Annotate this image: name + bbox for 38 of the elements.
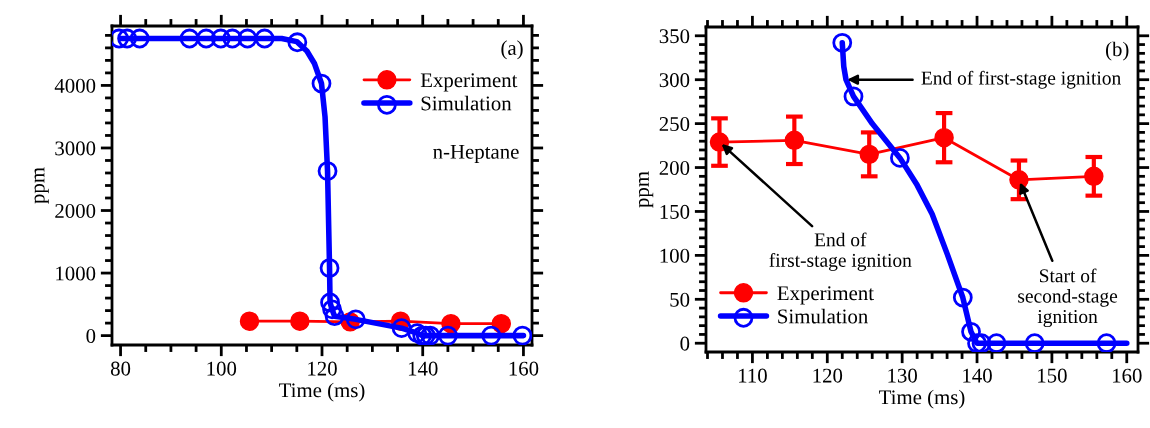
- legend-label: Simulation: [778, 308, 868, 324]
- y-axis-title: ppm: [638, 171, 654, 208]
- y-tick-label: 350: [659, 29, 690, 44]
- x-tick-label: 130: [888, 368, 917, 383]
- y-tick-label: 300: [659, 73, 690, 88]
- x-axis-title: Time (ms): [279, 382, 365, 402]
- y-tick-label: 50: [670, 292, 690, 307]
- y-tick-label: 100: [660, 248, 690, 263]
- x-tick-label: 160: [509, 361, 539, 376]
- legend-label: Simulation: [421, 95, 512, 111]
- y-tick-label: 3000: [55, 141, 96, 156]
- y-tick-label: 4000: [54, 78, 96, 93]
- legend-label: Experiment: [420, 73, 518, 92]
- x-tick-label: 120: [813, 368, 843, 383]
- x-axis-title: Time (ms): [879, 389, 965, 409]
- annotation: End of first-stage ignition: [921, 70, 1121, 89]
- x-tick-label: 120: [308, 361, 337, 376]
- y-tick-label: 0: [86, 328, 96, 344]
- annotation: Start of second-stage ignition: [1018, 268, 1118, 328]
- x-tick-label: 140: [408, 361, 438, 376]
- y-tick-label: 0: [680, 336, 690, 351]
- x-tick-label: 160: [1112, 368, 1142, 383]
- y-tick-label: 1000: [56, 266, 96, 281]
- y-tick-label: 200: [659, 160, 690, 175]
- x-tick-label: 80: [110, 361, 131, 376]
- x-tick-label: 100: [207, 361, 237, 376]
- annotation: (b): [1105, 41, 1129, 61]
- y-tick-label: 150: [660, 204, 690, 219]
- y-tick-label: 250: [659, 117, 690, 132]
- annotation: n-Heptane: [433, 144, 519, 164]
- x-tick-label: 140: [963, 368, 992, 383]
- x-tick-label: 150: [1038, 368, 1067, 383]
- legend-label: Experiment: [777, 286, 874, 305]
- x-tick-label: 110: [739, 368, 767, 383]
- annotation: (a): [501, 40, 523, 60]
- y-tick-label: 2000: [55, 203, 96, 218]
- annotation: End of first-stage ignition: [769, 232, 912, 271]
- y-axis-title: ppm: [34, 167, 49, 204]
